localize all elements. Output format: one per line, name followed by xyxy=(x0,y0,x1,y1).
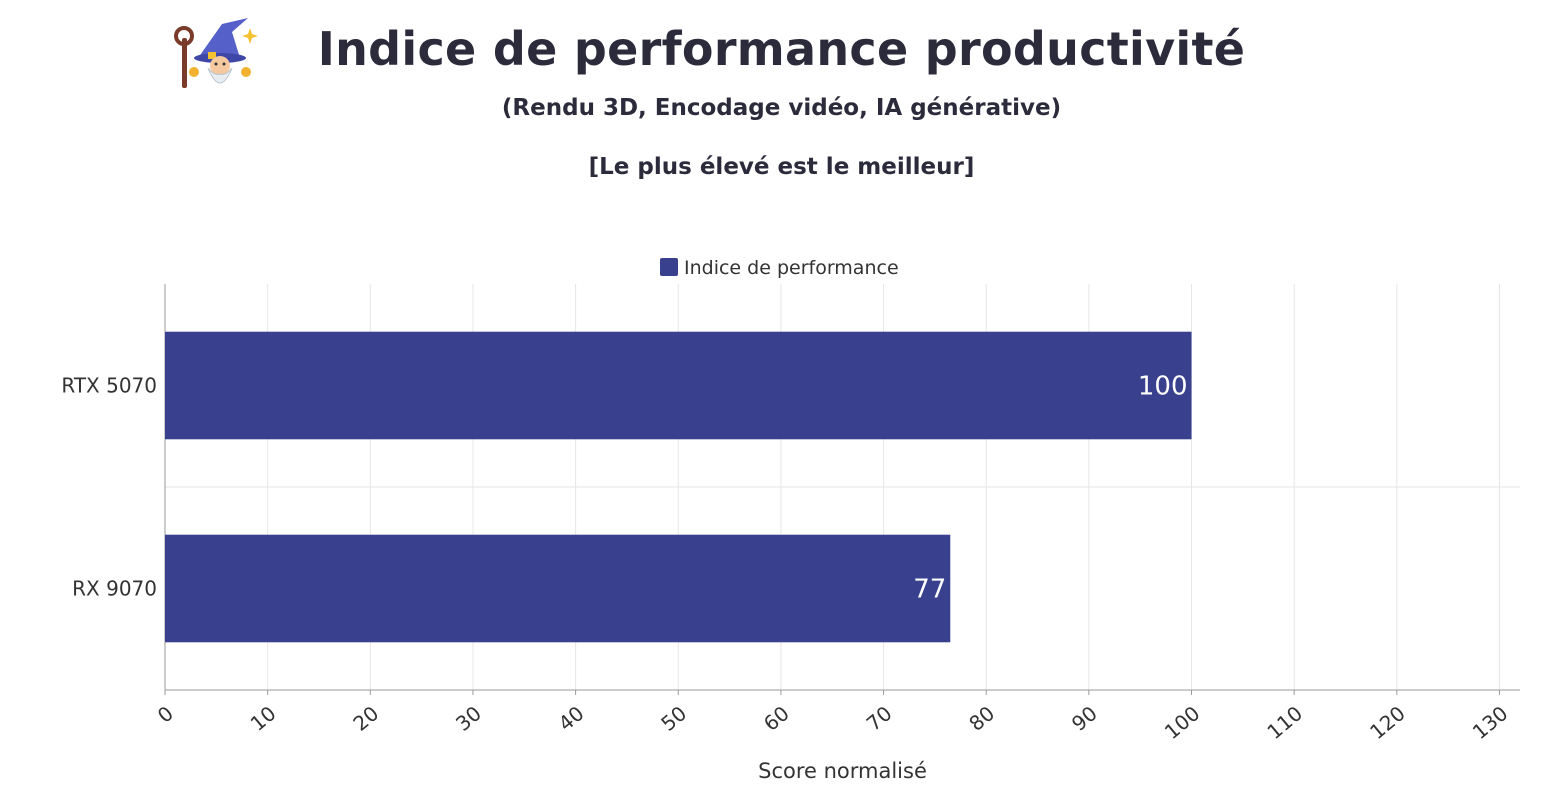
x-tick-label: 0 xyxy=(153,701,178,728)
chart-note: [Le plus élevé est le meilleur] xyxy=(588,154,975,180)
legend-swatch xyxy=(660,258,678,276)
bar-value-label: 100 xyxy=(1138,372,1188,402)
x-tick-label: 130 xyxy=(1468,701,1513,744)
bar-value-label: 77 xyxy=(913,575,946,605)
x-tick-label: 40 xyxy=(554,701,589,736)
category-label: RTX 5070 xyxy=(61,374,157,398)
x-tick-label: 100 xyxy=(1160,701,1205,744)
x-tick-label: 10 xyxy=(246,701,281,736)
wizard-icon xyxy=(174,18,258,88)
x-tick-label: 60 xyxy=(759,701,794,736)
x-tick-label: 90 xyxy=(1067,701,1102,736)
bar xyxy=(165,534,951,643)
x-tick-label: 110 xyxy=(1262,701,1307,744)
x-tick-label: 120 xyxy=(1365,701,1410,744)
x-axis-title: Score normalisé xyxy=(758,759,927,783)
x-tick-label: 30 xyxy=(451,701,486,736)
x-tick-label: 50 xyxy=(656,701,691,736)
chart-subtitle: (Rendu 3D, Encodage vidéo, IA générative… xyxy=(501,95,1062,121)
x-tick-label: 20 xyxy=(348,701,383,736)
chart-header: Indice de performance productivité (Rend… xyxy=(0,0,1563,200)
legend-label: Indice de performance xyxy=(684,257,899,279)
x-tick-label: 80 xyxy=(964,701,999,736)
x-tick-label: 70 xyxy=(862,701,897,736)
category-label: RX 9070 xyxy=(72,577,157,601)
chart-title: Indice de performance productivité xyxy=(317,22,1246,76)
bar xyxy=(165,331,1192,440)
